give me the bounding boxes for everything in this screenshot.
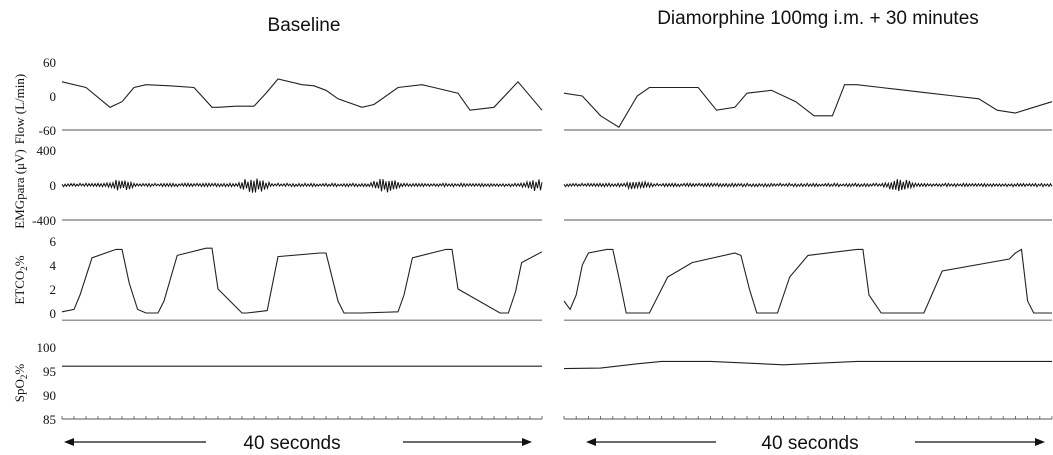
svg-text:Flow (L/min): Flow (L/min)	[12, 74, 27, 144]
etco2-trace-baseline	[61, 247, 543, 314]
spo2-trace-diamorphine	[563, 360, 1052, 370]
svg-text:ETCO2%: ETCO2%	[12, 255, 29, 304]
ylabel-emg: EMGpara (μV)	[12, 149, 27, 229]
ytick-flow-0: 0	[50, 89, 57, 104]
time-arrowhead-right-baseline	[522, 438, 532, 446]
y-tick-labels: 60 0 -60 400 0 -400 6 4 2 0 100 95 90 85	[32, 55, 56, 427]
emg-trace-diamorphine	[563, 179, 1053, 192]
ytick-etco2-6: 6	[50, 234, 57, 249]
time-scale-baseline: 40 seconds	[64, 433, 532, 454]
time-span-label-diamorphine: 40 seconds	[761, 433, 858, 454]
ytick-etco2-4: 4	[50, 258, 57, 273]
ylabel-spo2: SpO2%	[12, 364, 29, 403]
etco2-trace-diamorphine	[563, 248, 1052, 314]
panel-title-baseline: Baseline	[268, 15, 341, 36]
ytick-spo2-90: 90	[43, 388, 56, 403]
ytick-emg-400: 400	[37, 143, 57, 158]
ytick-emg-0: 0	[50, 178, 57, 193]
svg-text:EMGpara (μV): EMGpara (μV)	[12, 149, 27, 229]
time-arrowhead-left-baseline	[64, 438, 74, 446]
ylabel-flow: Flow (L/min)	[12, 74, 27, 144]
time-scale-diamorphine: 40 seconds	[586, 433, 1045, 454]
ytick-flow--60: -60	[39, 123, 56, 138]
ytick-spo2-95: 95	[43, 364, 56, 379]
flow-trace-diamorphine	[563, 84, 1053, 128]
time-arrowhead-left-diamorphine	[586, 438, 596, 446]
emg-trace-baseline	[61, 178, 543, 193]
ytick-flow-60: 60	[43, 55, 56, 70]
time-arrowhead-right-diamorphine	[1035, 438, 1045, 446]
ytick-spo2-100: 100	[37, 340, 57, 355]
flow-trace-baseline	[61, 78, 543, 111]
panel-title-diamorphine: Diamorphine 100mg i.m. + 30 minutes	[657, 8, 979, 29]
svg-text:SpO2%: SpO2%	[12, 364, 29, 403]
time-span-label-baseline: 40 seconds	[243, 433, 340, 454]
ylabel-etco2: ETCO2%	[12, 255, 29, 304]
ytick-emg--400: -400	[32, 213, 56, 228]
ytick-spo2-85: 85	[43, 412, 56, 427]
ytick-etco2-0: 0	[50, 306, 57, 321]
traces	[61, 78, 1053, 420]
ytick-etco2-2: 2	[50, 282, 57, 297]
